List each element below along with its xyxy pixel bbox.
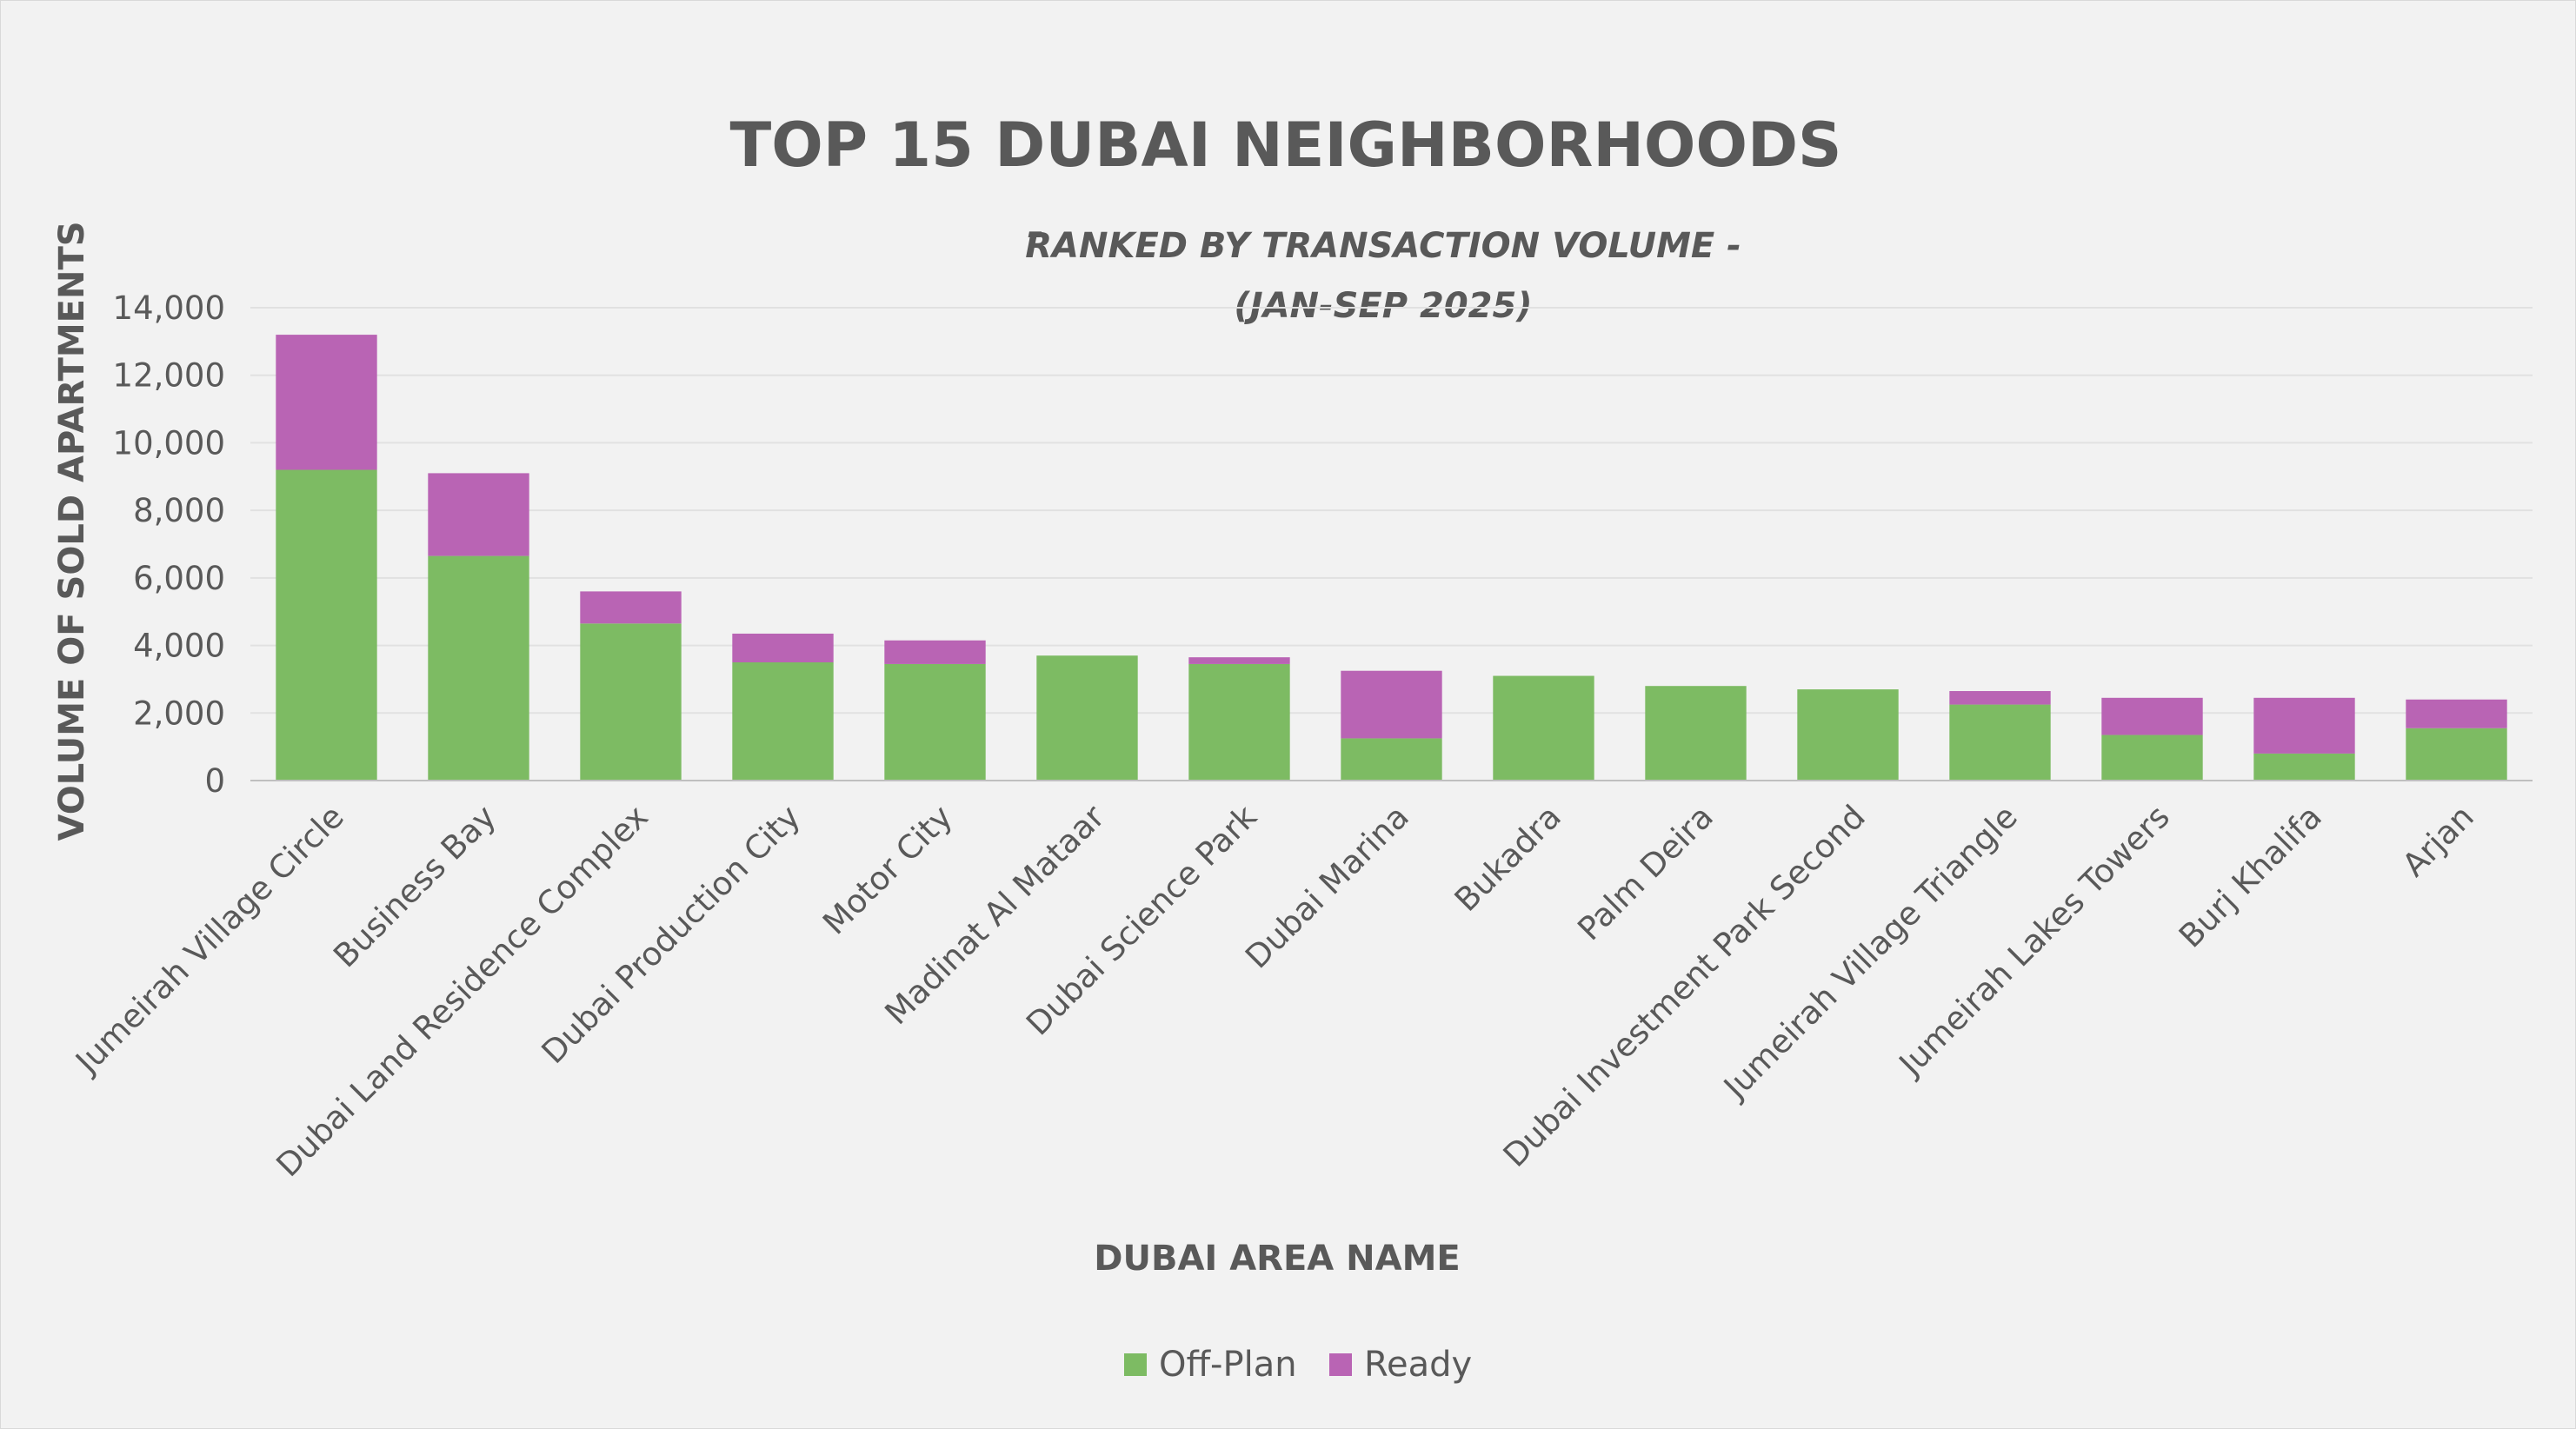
x-tick-label: Jumeirah Village Circle xyxy=(68,798,351,1081)
chart-subtitle-dash: - xyxy=(1027,209,1043,256)
chart-subtitle-line1: RANKED BY TRANSACTION VOLUME - xyxy=(1025,226,1741,266)
x-tick-label: Burj Khalifa xyxy=(2172,798,2329,955)
bar-off-plan xyxy=(1036,655,1138,781)
bar-off-plan xyxy=(884,663,986,781)
y-tick-label: 4,000 xyxy=(133,628,225,665)
y-tick-label: 14,000 xyxy=(113,289,225,327)
legend-label-off-plan: Off-Plan xyxy=(1159,1345,1297,1385)
x-tick-label: Business Bay xyxy=(326,798,503,975)
x-tick-label: Jumeirah Lakes Towers xyxy=(1891,798,2177,1084)
x-tick-label: Arjan xyxy=(2395,798,2481,884)
bar-ready xyxy=(580,591,682,624)
x-tick-label: Dubai Marina xyxy=(1238,798,1416,976)
bar-off-plan xyxy=(1645,686,1747,781)
bar-off-plan xyxy=(1493,675,1594,781)
y-tick-label: 8,000 xyxy=(133,492,225,529)
bars xyxy=(276,335,2507,781)
x-tick-label: Jumeirah Village Triangle xyxy=(1715,798,2025,1107)
bar-ready xyxy=(2406,699,2507,728)
x-tick-label: Motor City xyxy=(815,798,960,942)
bar-off-plan xyxy=(1797,689,1899,781)
bar-off-plan xyxy=(276,469,377,781)
bar-off-plan xyxy=(1341,738,1442,781)
bar-off-plan xyxy=(2253,753,2355,781)
bar-ready xyxy=(428,473,529,556)
x-tick-label: Palm Deira xyxy=(1570,798,1720,947)
chart-subtitle-line2: (JAN-SEP 2025) xyxy=(1234,286,1532,326)
bar-ready xyxy=(1188,657,1290,664)
bar-off-plan xyxy=(428,555,529,781)
bar-off-plan xyxy=(580,623,682,781)
y-axis-ticks: 0 2,000 4,000 6,000 8,000 10,000 12,000 14,000 xyxy=(113,289,225,800)
y-tick-label: 6,000 xyxy=(133,560,225,597)
x-tick-label: Bukadra xyxy=(1448,798,1568,919)
bar-off-plan xyxy=(732,662,834,781)
legend-swatch-ready xyxy=(1329,1353,1352,1376)
bar-off-plan xyxy=(2101,734,2203,781)
chart-title: TOP 15 DUBAI NEIGHBORHOODS xyxy=(730,110,1842,181)
x-axis-title: DUBAI AREA NAME xyxy=(1094,1239,1460,1279)
bar-ready xyxy=(732,633,834,662)
bar-ready xyxy=(884,640,986,664)
x-tick-label: Dubai Production City xyxy=(535,798,808,1071)
y-tick-label: 10,000 xyxy=(113,424,225,462)
legend-swatch-off-plan xyxy=(1124,1353,1147,1376)
bar-ready xyxy=(2101,697,2203,735)
y-tick-label: 12,000 xyxy=(113,357,225,395)
bar-off-plan xyxy=(1188,663,1290,781)
bar-ready xyxy=(1949,691,2051,705)
bar-ready xyxy=(1341,670,1442,739)
bar-off-plan xyxy=(1949,704,2051,781)
legend: Off-Plan Ready xyxy=(1124,1345,1472,1385)
legend-label-ready: Ready xyxy=(1364,1345,1472,1385)
bar-off-plan xyxy=(2406,728,2507,781)
bar-ready xyxy=(276,335,377,470)
y-tick-label: 0 xyxy=(204,762,225,800)
y-tick-label: 2,000 xyxy=(133,695,225,732)
y-axis-title: VOLUME OF SOLD APARTMENTS xyxy=(52,221,92,841)
bar-ready xyxy=(2253,697,2355,754)
